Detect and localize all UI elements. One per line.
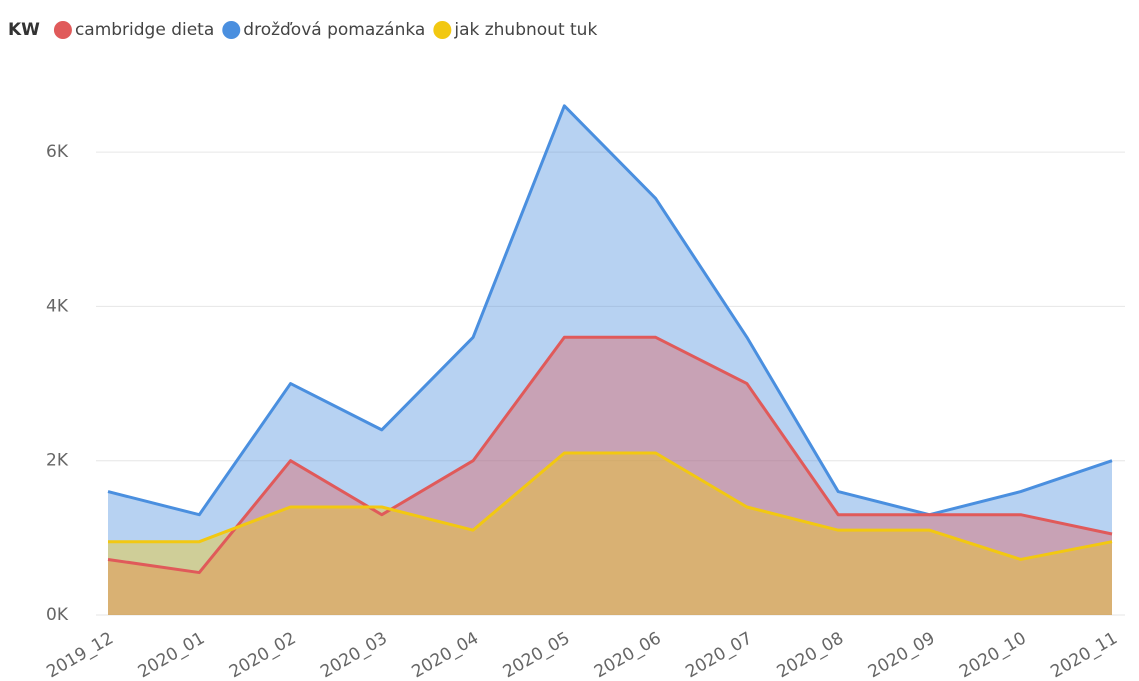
y-tick-label: 0K (46, 605, 69, 625)
area-fill (108, 105, 1112, 615)
x-tick-label: 2020_03 (317, 628, 391, 681)
x-tick-label: 2020_09 (865, 628, 939, 681)
legend-swatch (222, 21, 241, 39)
x-tick-label: 2020_06 (591, 628, 665, 681)
x-tick-label: 2020_02 (226, 628, 300, 681)
x-tick-label: 2020_04 (409, 628, 483, 681)
legend-title: KW (8, 20, 40, 40)
x-tick-label: 2020_01 (135, 628, 209, 681)
legend-swatch (433, 21, 452, 39)
x-tick-label: 2019_12 (43, 628, 117, 681)
y-tick-label: 6K (46, 142, 69, 162)
legend-swatch (53, 21, 72, 39)
lines (107, 104, 1113, 575)
legend-label: drožďová pomazánka (243, 20, 425, 40)
x-tick-label: 2020_05 (500, 628, 574, 681)
areas (108, 105, 1112, 615)
x-tick-label: 2020_10 (956, 628, 1030, 681)
area-fill (108, 337, 1112, 615)
y-tick-label: 2K (46, 451, 69, 471)
x-tick-label: 2020_08 (774, 628, 848, 681)
area-fill (108, 453, 1112, 615)
series-line (107, 104, 1113, 517)
legend-label: cambridge dieta (75, 20, 214, 40)
series-line (107, 335, 1113, 575)
x-tick-label: 2020_07 (682, 628, 756, 681)
y-tick-label: 4K (46, 296, 69, 316)
legend: cambridge dieta drožďová pomazánka jak zhu… (53, 20, 597, 40)
series-line (108, 451, 1113, 561)
x-tick-label: 2020_11 (1047, 628, 1121, 681)
legend-label: jak zhubnout tuk (453, 20, 597, 40)
